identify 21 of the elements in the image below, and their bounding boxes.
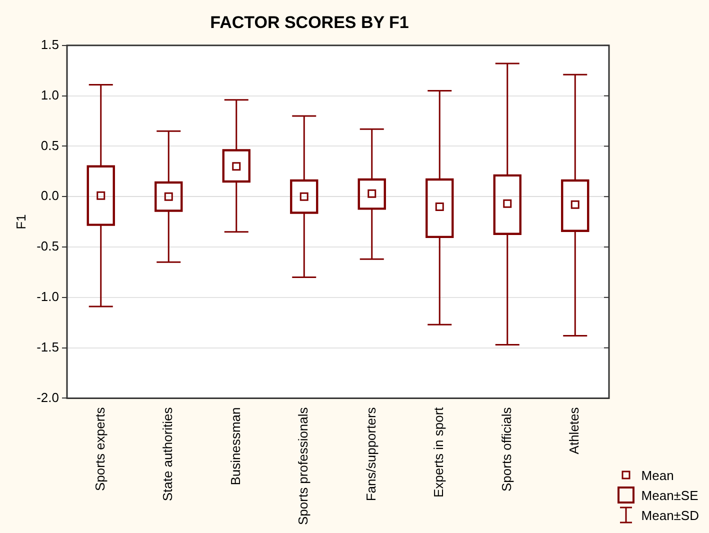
y-tick-label: -0.5 [36, 238, 59, 254]
chart-title: FACTOR SCORES BY F1 [210, 12, 409, 32]
y-tick-label: 0.5 [40, 138, 59, 153]
y-tick-label: 1.0 [40, 87, 59, 102]
y-tick-label: -1.0 [36, 288, 59, 304]
x-tick-label: Fans/supporters [363, 406, 378, 502]
x-tick-label: Athletes [566, 406, 582, 454]
x-tick-label: Sports professionals [296, 406, 311, 525]
x-tick-label: Sports officials [498, 406, 514, 492]
y-tick-label: -2.0 [36, 390, 59, 405]
x-tick-label: Sports experts [92, 406, 108, 492]
text: Mean [641, 468, 674, 482]
y-tick-label: 1.5 [40, 36, 59, 52]
y-axis-title: F1 [13, 214, 28, 230]
text: Mean±SD [641, 508, 699, 522]
x-tick-label: Businessman [228, 407, 243, 486]
y-tick-label: 0.0 [40, 188, 59, 204]
x-tick-label: State authorities [160, 406, 176, 502]
text: Mean±SE [641, 488, 698, 502]
y-tick-label: -1.5 [36, 339, 59, 354]
x-tick-label: Experts in sport [431, 406, 446, 498]
